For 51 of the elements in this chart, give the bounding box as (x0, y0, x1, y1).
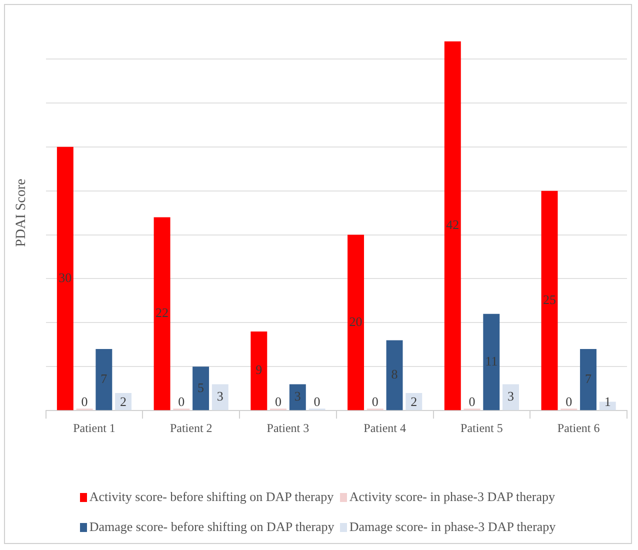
data-label: 3 (216, 388, 224, 404)
data-label: 0 (314, 394, 320, 410)
data-label: 1 (604, 394, 611, 410)
data-label: 3 (508, 388, 514, 404)
bar (192, 366, 210, 410)
data-label: 2 (120, 394, 127, 410)
x-tick-label: Patient 6 (557, 420, 600, 435)
x-tick-label: Patient 2 (170, 420, 212, 435)
y-axis-title: PDAI Score (14, 178, 30, 247)
bar (502, 384, 519, 410)
legend-label: Damage score- before shifting on DAP therapy (89, 519, 334, 535)
data-label: 8 (391, 366, 398, 382)
bar (444, 41, 461, 410)
data-label: 42 (446, 217, 460, 232)
x-tick-label: Patient 3 (266, 420, 310, 435)
bar (289, 384, 306, 410)
data-label: 0 (372, 394, 378, 410)
data-label: 0 (178, 394, 185, 410)
data-label: 20 (349, 314, 362, 329)
bar (212, 384, 228, 410)
bar (580, 349, 596, 410)
data-label: 5 (198, 380, 204, 395)
data-label: 0 (81, 394, 88, 410)
data-label: 22 (156, 305, 169, 320)
data-label: 25 (543, 292, 556, 307)
bar (250, 331, 268, 410)
legend-label: Damage score- in phase-3 DAP therapy (349, 519, 556, 535)
data-label: 30 (58, 270, 72, 285)
data-label: 11 (485, 353, 498, 368)
data-label: 3 (294, 388, 301, 404)
bar (386, 340, 403, 410)
bar (483, 314, 500, 410)
data-label: 0 (468, 394, 476, 410)
legend-label: Activity score- in phase-3 DAP therapy (349, 489, 555, 505)
x-tick-label: Patient 4 (364, 420, 406, 435)
legend-label: Activity score- before shifting on DAP therapy (89, 489, 334, 505)
bar (154, 217, 170, 410)
data-label: 7 (100, 371, 108, 386)
data-label: 0 (275, 394, 282, 410)
data-label: 2 (410, 394, 418, 410)
data-label: 7 (585, 371, 592, 386)
bar (96, 349, 112, 410)
data-label: 0 (566, 394, 572, 410)
data-label: 9 (256, 362, 262, 378)
bar (115, 393, 132, 410)
x-tick-label: Patient 5 (460, 420, 503, 435)
bar (406, 393, 422, 410)
bar (541, 190, 558, 410)
x-tick-label: Patient 1 (73, 420, 116, 435)
bar (56, 146, 74, 410)
bar (348, 234, 364, 410)
